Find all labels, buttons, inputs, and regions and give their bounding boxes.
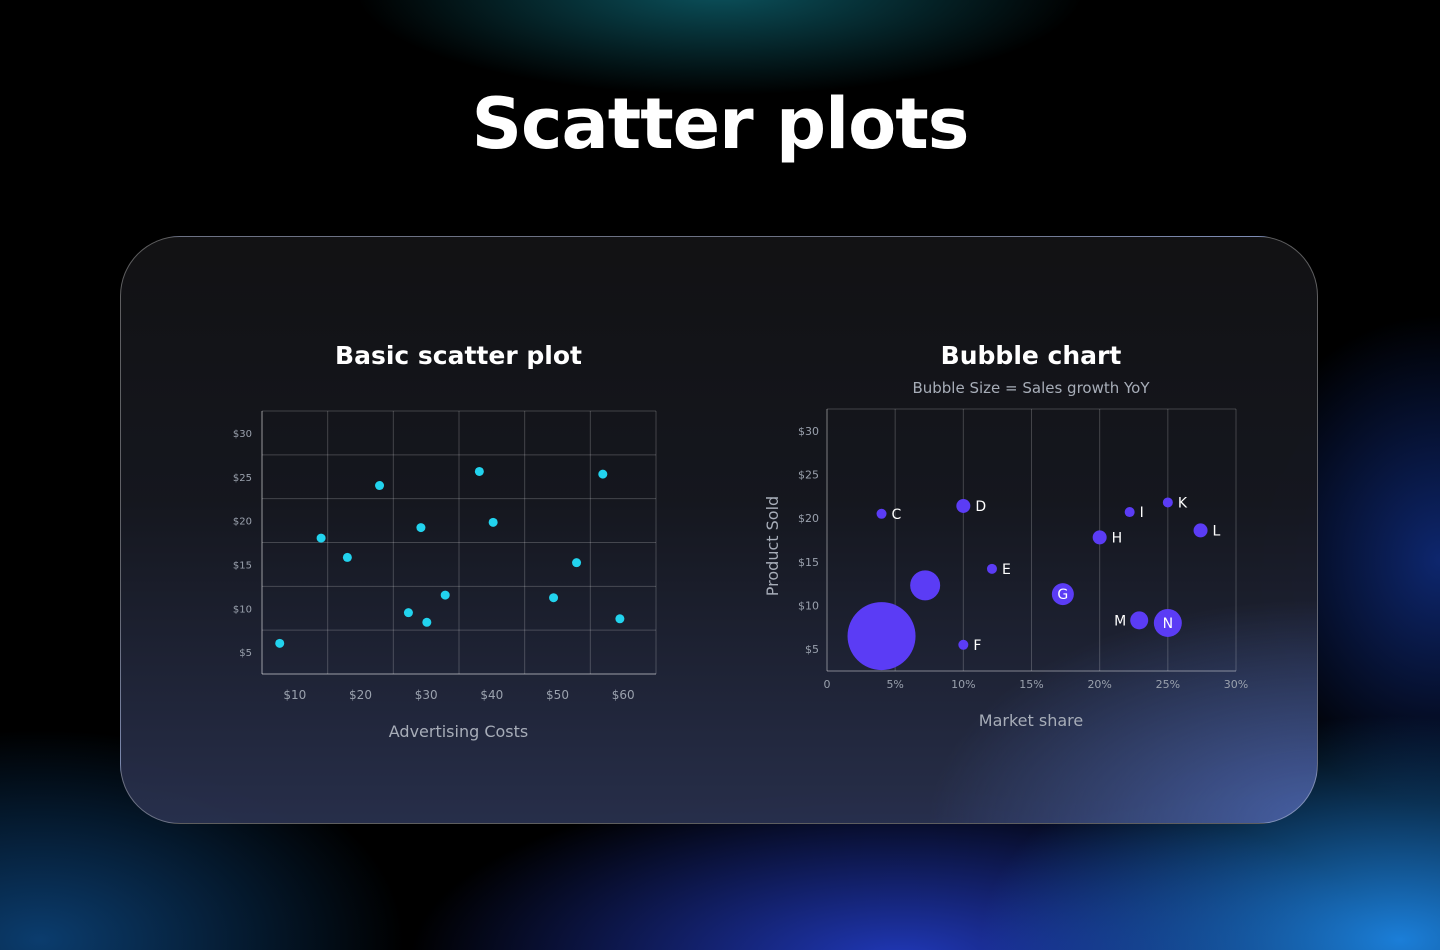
bubble-e [986, 563, 997, 574]
bubble-y-tick-label: $15 [798, 556, 819, 569]
bubble-x-tick-label: 20% [1087, 678, 1111, 691]
bubble-g [1051, 583, 1074, 606]
bubble-label: D [975, 499, 986, 515]
bubble-x-tick-label: 30% [1224, 678, 1248, 691]
scatter-x-tick-label: $50 [546, 688, 569, 702]
bubble-chart-title: Bubble chart [940, 341, 1122, 370]
scatter-chart-title: Basic scatter plot [335, 341, 582, 370]
bubble-label: L [1213, 523, 1221, 539]
bubble-d [956, 498, 971, 513]
bubble-label: I [1140, 505, 1144, 521]
bubble-n [1153, 608, 1182, 637]
page-title: Scatter plots [471, 83, 970, 165]
scatter-x-tick-label: $10 [283, 688, 306, 702]
scatter-plot: $10 $20 $30 $40 $50 $60 $5 $10 $15 $20 $25 $30 [233, 410, 657, 702]
bubble-f [958, 639, 969, 650]
scatter-y-tick-label: $10 [233, 604, 252, 615]
scatter-point [342, 552, 352, 562]
scatter-point [598, 469, 608, 479]
bubble-x-tick-label: 10% [951, 678, 975, 691]
scatter-point [275, 638, 285, 648]
bubble-label: F [973, 638, 981, 654]
bubble-h [1092, 530, 1107, 545]
bubble-y-tick-label: $10 [798, 600, 819, 613]
scatter-y-tick-label: $15 [233, 560, 252, 571]
scatter-x-axis-title: Advertising Costs [388, 722, 529, 741]
bubble-chart-subtitle: Bubble Size = Sales growth YoY [912, 379, 1150, 397]
scatter-point [440, 590, 450, 600]
bubble-y-tick-label: $30 [798, 425, 819, 438]
bubble-x-tick-label: 15% [1019, 678, 1043, 691]
bubble-c [876, 508, 887, 519]
scatter-x-tick-label: $20 [349, 688, 372, 702]
bubble-y-tick-label: $5 [805, 643, 819, 656]
bubble-k [1162, 497, 1173, 508]
scatter-point [549, 593, 559, 603]
scatter-point [488, 517, 498, 527]
bubble-i [1124, 507, 1135, 518]
bubble-label: C [892, 507, 902, 523]
bubble-x-tick-label: 5% [886, 678, 903, 691]
bubble-chart: 0 5% 10% 15% 20% 25% 30% $5 $10 $15 $20 $25 $30 C D E F G… [798, 408, 1248, 691]
bubble-x-axis-title: Market share [978, 711, 1084, 730]
scatter-point [615, 614, 625, 624]
bubble-label: G [1057, 587, 1068, 603]
bubble-label: H [1112, 530, 1123, 546]
scatter-point [375, 481, 385, 491]
bubble-m [1130, 611, 1149, 630]
bubble-label: N [1163, 616, 1173, 632]
scatter-point [403, 608, 413, 618]
bubble-x-tick-label: 25% [1156, 678, 1180, 691]
scatter-point [416, 523, 426, 533]
bubble-x-tick-label: 0 [824, 678, 831, 691]
bubble-label: K [1178, 495, 1188, 511]
scatter-y-tick-label: $25 [233, 473, 252, 484]
scatter-point [474, 466, 484, 476]
scatter-point [572, 558, 582, 568]
bubble-y-axis-title: Product Sold [763, 495, 782, 597]
scatter-y-tick-label: $5 [239, 648, 252, 659]
bubble-label: M [1114, 613, 1126, 629]
scatter-x-tick-label: $60 [612, 688, 635, 702]
bubble-label: E [1002, 562, 1011, 578]
scatter-x-tick-label: $40 [480, 688, 503, 702]
bubble-y-tick-label: $25 [798, 469, 819, 482]
bubble-l [1193, 523, 1208, 538]
bubble [847, 602, 916, 671]
scatter-x-tick-label: $30 [415, 688, 438, 702]
scatter-point [316, 533, 326, 543]
bubble [910, 570, 941, 601]
scatter-y-tick-label: $20 [233, 517, 252, 528]
scatter-point [422, 617, 432, 627]
charts-card: Basic scatter plot $10 $20 $30 $40 $50 $60 $5 $… [120, 236, 1318, 824]
bubble-y-tick-label: $20 [798, 512, 819, 525]
scatter-y-tick-label: $30 [233, 429, 252, 440]
